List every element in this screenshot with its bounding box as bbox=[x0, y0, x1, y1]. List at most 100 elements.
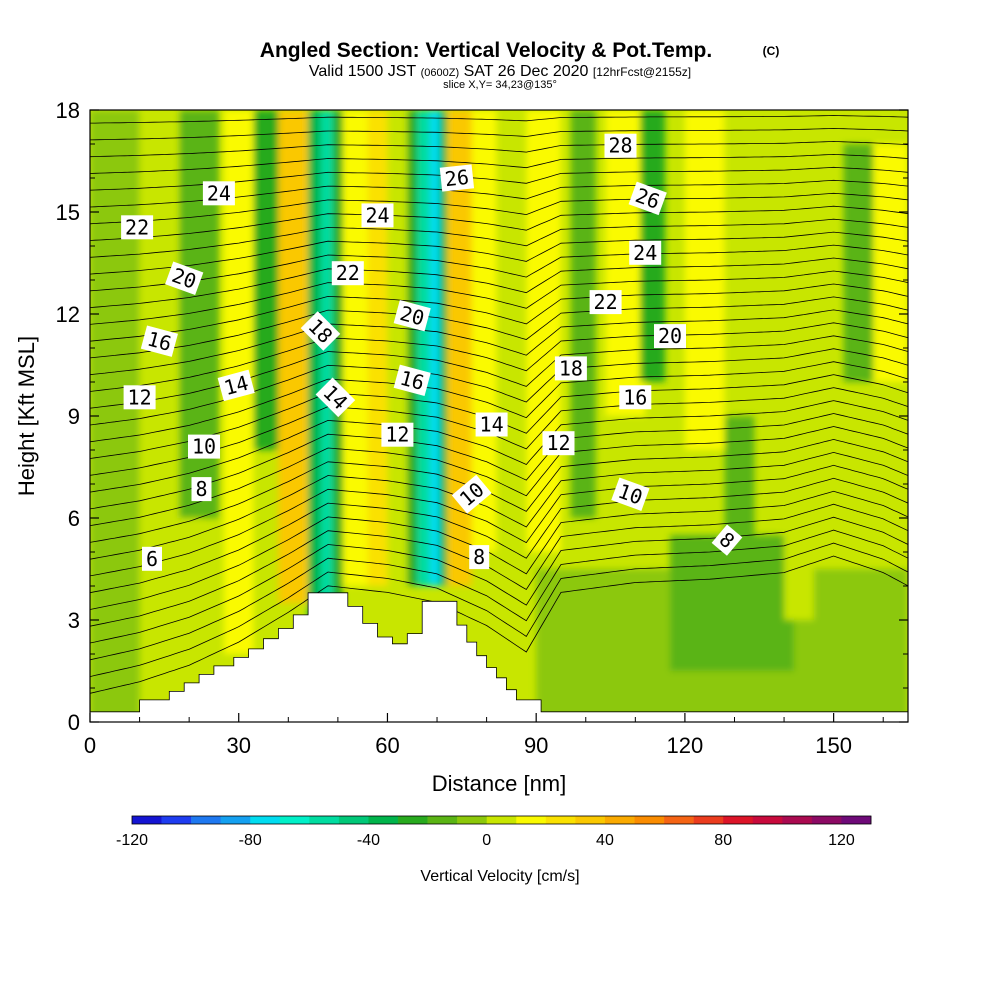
theta-contour-line bbox=[90, 205, 908, 241]
theta-contour-line bbox=[90, 490, 908, 610]
contour-label: 8 bbox=[191, 477, 212, 502]
contour-label: 22 bbox=[121, 215, 154, 240]
theta-contour-line bbox=[90, 361, 908, 443]
y-tick-label: 9 bbox=[68, 404, 80, 429]
theta-contour-line bbox=[90, 128, 908, 141]
contour-label-box bbox=[140, 325, 178, 357]
y-axis-label: Height [Kft MSL] bbox=[14, 336, 39, 496]
contour-label-box bbox=[629, 240, 662, 265]
colorbar-swatch bbox=[664, 816, 694, 824]
velocity-cell bbox=[670, 535, 794, 671]
colorbar-frame bbox=[131, 815, 872, 825]
contour-label-box bbox=[165, 261, 204, 296]
contour-label-text: 10 bbox=[192, 435, 216, 459]
theta-contour-line bbox=[90, 270, 908, 325]
contour-label: 6 bbox=[142, 546, 162, 571]
colorbar-tick-label: 0 bbox=[482, 832, 491, 849]
contour-label-box bbox=[217, 369, 255, 402]
subtitle-date: SAT 26 Dec 2020 bbox=[464, 63, 589, 80]
contour-label-box bbox=[542, 431, 575, 456]
theta-contour-line bbox=[90, 218, 908, 258]
contour-label-box bbox=[331, 261, 364, 286]
theta-contour-line bbox=[90, 283, 908, 342]
contour-label-text: 12 bbox=[546, 431, 570, 455]
velocity-cell bbox=[387, 110, 408, 586]
velocity-cell bbox=[429, 110, 440, 586]
theta-contour-line bbox=[90, 542, 908, 677]
contour-label-text: 12 bbox=[385, 423, 409, 447]
contour-label-box bbox=[191, 477, 212, 502]
contour-label-box bbox=[393, 299, 431, 332]
colorbar-swatch bbox=[338, 816, 369, 824]
x-axis: 0 30 60 90 120 150 bbox=[84, 713, 884, 758]
velocity-cell bbox=[843, 144, 874, 382]
potential-temperature-contours bbox=[90, 115, 908, 694]
colorbar-tick-label: -120 bbox=[116, 832, 148, 849]
contour-label-box bbox=[619, 385, 652, 410]
colorbar-tick-label: -80 bbox=[239, 832, 262, 849]
contour-label-box bbox=[554, 356, 587, 381]
theta-contour-line bbox=[90, 516, 908, 644]
contour-label-text: 12 bbox=[128, 385, 152, 409]
colorbar-swatch bbox=[811, 816, 842, 824]
x-tick-label: 60 bbox=[375, 733, 399, 758]
colorbar-swatch bbox=[191, 816, 221, 824]
velocity-cell bbox=[253, 110, 279, 450]
x-tick-label: 150 bbox=[815, 733, 852, 758]
theta-contour-line bbox=[90, 451, 908, 560]
chart-title: Angled Section: Vertical Velocity & Pot.… bbox=[260, 39, 712, 62]
theta-contour-line bbox=[90, 244, 908, 292]
contour-label-box bbox=[361, 203, 394, 228]
colorbar-tick-label: 120 bbox=[828, 832, 855, 849]
x-tick-label: 120 bbox=[667, 733, 704, 758]
contour-label-text: 24 bbox=[365, 203, 389, 227]
contour-label-text: 22 bbox=[125, 215, 149, 239]
terrain-shape bbox=[90, 592, 908, 722]
velocity-cell bbox=[308, 110, 321, 620]
contour-label-box bbox=[315, 377, 356, 418]
y-tick-label: 6 bbox=[68, 506, 80, 531]
velocity-cell bbox=[342, 110, 368, 586]
contour-label: 12 bbox=[542, 431, 575, 456]
velocity-cell bbox=[873, 144, 908, 382]
contour-label: 8 bbox=[469, 545, 490, 570]
theta-contour-line bbox=[90, 115, 908, 124]
contour-label-box bbox=[654, 324, 686, 349]
velocity-cell bbox=[784, 450, 814, 620]
contour-label-box bbox=[611, 477, 650, 511]
y-axis: 0 3 6 9 12 15 18 bbox=[56, 98, 908, 735]
colorbar-swatch bbox=[486, 816, 517, 824]
contour-label: 26 bbox=[439, 164, 475, 192]
contour-label-box bbox=[142, 546, 162, 571]
theta-contour-line bbox=[90, 309, 908, 376]
y-tick-label: 12 bbox=[56, 302, 80, 327]
y-tick-label: 18 bbox=[56, 98, 80, 123]
theta-contour-line bbox=[90, 231, 908, 275]
contour-label-box bbox=[121, 215, 154, 240]
subtitle-valid: Valid 1500 JST bbox=[309, 63, 417, 80]
theta-contour-line bbox=[90, 555, 908, 694]
contour-label-box bbox=[469, 545, 490, 570]
contour-label-text: 6 bbox=[146, 547, 158, 571]
terrain-mask bbox=[90, 592, 908, 722]
contour-label-box bbox=[393, 364, 431, 397]
colorbar-swatch bbox=[132, 816, 162, 824]
colorbar-swatch bbox=[545, 816, 576, 824]
colorbar-swatch bbox=[634, 816, 665, 824]
contour-label-text: 24 bbox=[633, 241, 657, 265]
colorbar-label: Vertical Velocity [cm/s] bbox=[420, 868, 579, 885]
contour-label: 24 bbox=[202, 181, 235, 206]
colorbar-swatch bbox=[427, 816, 458, 824]
colorbar-tick-label: -40 bbox=[357, 832, 380, 849]
colorbar: -120 -80 -40 0 40 80 120 bbox=[116, 815, 872, 849]
subtitle-forecast: [12hrFcst@2155z] bbox=[593, 65, 691, 79]
contour-label: 16 bbox=[619, 385, 652, 410]
theta-contour-line bbox=[90, 387, 908, 476]
colorbar-swatch bbox=[457, 816, 488, 824]
contour-label-box bbox=[300, 311, 341, 351]
colorbar-swatch bbox=[220, 816, 251, 824]
velocity-cell bbox=[407, 110, 418, 586]
velocity-cell bbox=[417, 110, 430, 586]
colorbar-swatch bbox=[279, 816, 310, 824]
contour-label-box bbox=[604, 133, 637, 158]
